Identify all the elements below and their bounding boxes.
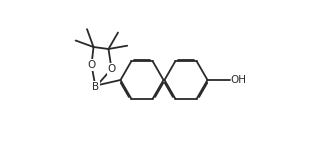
Text: O: O xyxy=(107,64,115,74)
Text: OH: OH xyxy=(230,75,246,85)
Text: B: B xyxy=(92,82,99,92)
Text: O: O xyxy=(87,60,96,70)
